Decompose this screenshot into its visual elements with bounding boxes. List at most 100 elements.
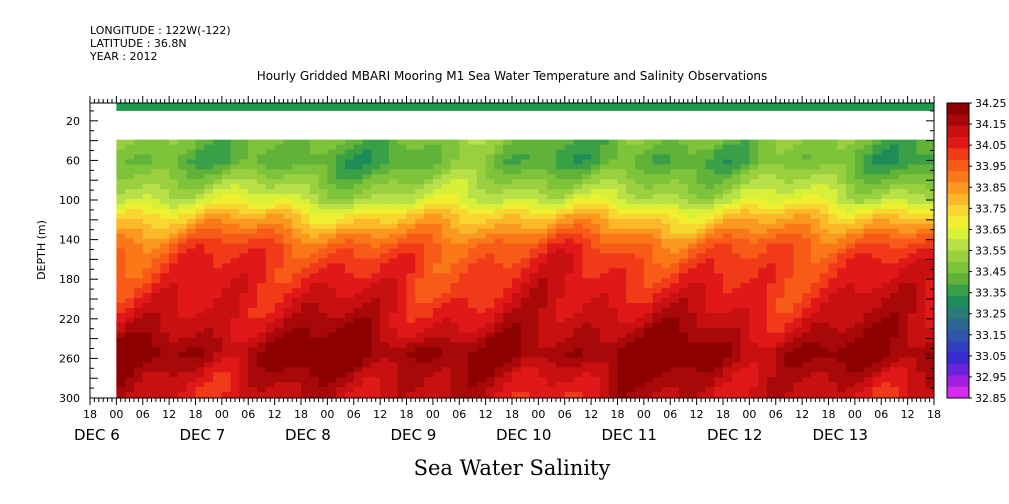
salinity-cell (160, 203, 170, 210)
salinity-cell (643, 372, 654, 378)
salinity-cell (485, 243, 496, 250)
salinity-cell (441, 258, 452, 264)
salinity-cell (907, 174, 918, 180)
salinity-cell (652, 263, 663, 269)
salinity-cell (828, 169, 838, 175)
salinity-cell (890, 327, 900, 334)
salinity-cell (872, 288, 882, 294)
salinity-cell (336, 258, 346, 264)
salinity-cell (239, 357, 249, 363)
salinity-cell (221, 213, 232, 220)
salinity-cell (881, 164, 891, 170)
salinity-cell (459, 228, 469, 235)
salinity-cell (881, 139, 891, 146)
salinity-cell (476, 392, 487, 398)
salinity-cell (617, 258, 627, 264)
salinity-cell (204, 208, 214, 215)
salinity-cell (450, 159, 460, 165)
salinity-cell (846, 258, 856, 264)
salinity-cell (265, 139, 276, 146)
salinity-cell (784, 228, 794, 235)
salinity-cell (784, 263, 794, 269)
salinity-cell (617, 317, 627, 324)
salinity-cell (494, 159, 504, 165)
salinity-cell (652, 164, 663, 170)
salinity-cell (388, 263, 399, 269)
salinity-cell (573, 194, 583, 200)
salinity-cell (468, 357, 478, 363)
salinity-cell (687, 199, 698, 205)
salinity-cell (758, 278, 768, 284)
salinity-cell (687, 194, 698, 200)
salinity-cell (872, 154, 882, 161)
salinity-cell (485, 372, 496, 378)
salinity-cell (116, 302, 126, 309)
salinity-cell (265, 164, 276, 170)
salinity-cell (810, 387, 821, 393)
salinity-cell (599, 293, 610, 299)
salinity-cell (696, 243, 707, 250)
salinity-cell (371, 317, 381, 324)
salinity-cell (274, 228, 285, 235)
salinity-cell (907, 184, 918, 190)
salinity-cell (766, 174, 777, 180)
salinity-cell (186, 392, 197, 398)
salinity-cell (749, 203, 759, 210)
salinity-cell (740, 184, 750, 190)
salinity-cell (828, 332, 838, 339)
salinity-cell (230, 189, 241, 195)
salinity-cell (221, 203, 232, 210)
salinity-cell (336, 298, 346, 304)
salinity-cell (670, 174, 680, 180)
salinity-cell (591, 273, 601, 279)
salinity-cell (459, 288, 469, 294)
salinity-cell (740, 317, 750, 324)
salinity-cell (230, 302, 241, 309)
salinity-cell (705, 337, 715, 344)
salinity-cell (177, 322, 188, 329)
salinity-cell (819, 372, 830, 378)
salinity-cell (450, 307, 460, 314)
salinity-cell (353, 223, 364, 230)
salinity-cell (485, 352, 496, 359)
salinity-cell (169, 154, 179, 161)
salinity-cell (810, 327, 821, 334)
salinity-cell (441, 208, 452, 215)
salinity-cell (397, 144, 408, 151)
salinity-cell (696, 387, 707, 393)
salinity-cell (749, 144, 759, 151)
salinity-cell (828, 189, 838, 195)
salinity-cell (670, 194, 680, 200)
salinity-cell (133, 298, 144, 304)
salinity-cell (177, 258, 188, 264)
salinity-cell (714, 302, 724, 309)
salinity-cell (731, 253, 742, 260)
salinity-cell (257, 199, 267, 205)
salinity-cell (591, 332, 601, 339)
salinity-cell (555, 367, 566, 373)
salinity-cell (626, 189, 636, 195)
salinity-cell (353, 228, 364, 235)
salinity-cell (740, 223, 750, 230)
salinity-cell (336, 184, 346, 190)
salinity-cell (362, 312, 372, 319)
salinity-cell (133, 184, 144, 190)
salinity-cell (890, 208, 900, 215)
salinity-cell (608, 199, 619, 205)
salinity-cell (142, 322, 153, 329)
salinity-cell (573, 268, 583, 274)
salinity-cell (248, 154, 258, 161)
salinity-cell (292, 144, 302, 151)
salinity-cell (854, 278, 865, 284)
salinity-cell (318, 174, 328, 180)
salinity-cell (626, 248, 636, 255)
salinity-cell (195, 253, 205, 260)
salinity-cell (318, 392, 328, 398)
salinity-cell (608, 307, 619, 314)
salinity-cell (538, 258, 548, 264)
salinity-cell (283, 322, 293, 329)
salinity-cell (538, 233, 548, 240)
salinity-cell (898, 199, 909, 205)
salinity-cell (731, 199, 742, 205)
salinity-cell (512, 302, 522, 309)
